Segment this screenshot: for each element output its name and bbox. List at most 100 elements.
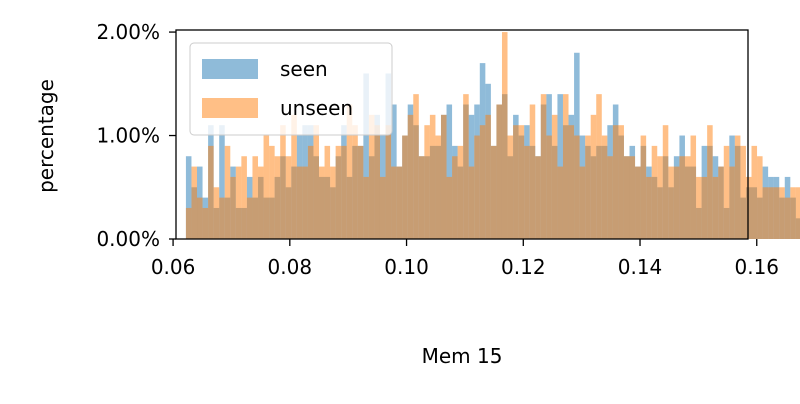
histogram-bar-unseen	[501, 32, 508, 239]
histogram-bar-unseen	[790, 187, 796, 239]
histogram-bar-unseen	[546, 135, 552, 239]
histogram-bar-unseen	[757, 156, 763, 239]
histogram-bar-unseen	[258, 166, 264, 239]
histogram-bar-unseen	[618, 125, 624, 239]
histogram-bar-unseen	[335, 145, 342, 239]
histogram-bar-unseen	[479, 125, 486, 239]
histogram-bar-unseen	[485, 114, 491, 239]
histogram-bar-unseen	[562, 94, 569, 240]
histogram-bar-unseen	[435, 135, 441, 239]
histogram-bar-unseen	[684, 156, 691, 239]
histogram-bar-unseen	[579, 166, 586, 239]
histogram-bar-unseen	[585, 135, 591, 239]
histogram-bar-unseen	[651, 145, 658, 239]
histogram-bar-unseen	[197, 197, 203, 239]
histogram-bar-unseen	[407, 114, 414, 239]
histogram-bar-unseen	[518, 125, 525, 239]
histogram-bar-unseen	[391, 166, 397, 239]
histogram-bar-unseen	[490, 145, 497, 239]
histogram-bar-unseen	[457, 145, 464, 239]
histogram-bar-unseen	[734, 135, 741, 239]
histogram-bar-unseen	[341, 145, 347, 239]
histogram-bar-unseen	[241, 156, 247, 239]
histogram-bar-unseen	[496, 104, 502, 239]
histogram-bar-unseen	[601, 135, 608, 239]
histogram-bar-unseen	[696, 176, 702, 239]
histogram-bar-unseen	[313, 125, 319, 239]
histogram-bar-unseen	[751, 145, 758, 239]
histogram-bar-unseen	[707, 125, 713, 239]
histogram-bar-unseen	[379, 176, 386, 239]
histogram-bar-unseen	[646, 176, 652, 239]
histogram-bar-unseen	[718, 166, 724, 239]
histogram-bar-unseen	[596, 94, 602, 240]
legend-swatch-seen	[202, 59, 258, 79]
histogram-bar-unseen	[768, 187, 774, 239]
histogram-bar-unseen	[346, 104, 353, 239]
histogram-bar-unseen	[402, 135, 408, 239]
histogram-bar-unseen	[623, 156, 630, 239]
histogram-bar-unseen	[568, 125, 575, 239]
histogram-bar-unseen	[590, 114, 597, 239]
histogram-bar-unseen	[795, 187, 800, 239]
histogram-bar-unseen	[269, 145, 275, 239]
histogram-bar-unseen	[468, 166, 475, 239]
histogram-bar-unseen	[368, 114, 375, 239]
histogram-bar-seen	[219, 125, 225, 239]
x-tick-label: 0.16	[734, 255, 779, 279]
histogram-bar-unseen	[529, 104, 536, 239]
histogram-bar-unseen	[524, 145, 530, 239]
histogram-bar-unseen	[662, 125, 669, 239]
histogram-bar-unseen	[762, 187, 769, 239]
histogram-bar-unseen	[357, 145, 364, 239]
histogram-bar-unseen	[690, 135, 697, 239]
histogram-bar-unseen	[213, 187, 220, 239]
histogram-bar-unseen	[507, 135, 514, 239]
histogram-bar-unseen	[673, 166, 680, 239]
histogram-bar-unseen	[729, 166, 735, 239]
histogram-bar-unseen	[363, 176, 369, 239]
histogram-bar-unseen	[235, 166, 242, 239]
histogram-bar-unseen	[374, 125, 380, 239]
y-axis: 0.00% 1.00% 2.00%	[96, 20, 176, 251]
histogram-bar-unseen	[740, 145, 746, 239]
histogram-bar-unseen	[230, 176, 236, 239]
histogram-bar-unseen	[302, 166, 308, 239]
histogram-bar-unseen	[319, 166, 325, 239]
histogram-bar-unseen	[424, 125, 430, 239]
x-tick-label: 0.12	[501, 255, 546, 279]
histogram-bar-unseen	[773, 187, 780, 239]
histogram-bar-unseen	[513, 125, 519, 239]
histogram-bar-unseen	[324, 145, 331, 239]
legend: seen unseen	[189, 42, 393, 136]
histogram-bar-unseen	[635, 166, 641, 239]
histogram-bar-unseen	[712, 176, 719, 239]
histogram-bar-unseen	[551, 114, 558, 239]
x-tick-label: 0.14	[618, 255, 663, 279]
histogram-bar-unseen	[263, 135, 270, 239]
y-axis-label: percentage	[34, 79, 58, 193]
histogram-bar-unseen	[574, 135, 580, 239]
histogram-bar-unseen	[668, 166, 674, 239]
histogram-bar-unseen	[280, 125, 286, 239]
histogram-bar-unseen	[418, 156, 425, 239]
y-tick-label: 1.00%	[96, 124, 160, 148]
histogram-bar-seen	[185, 156, 192, 239]
histogram-bar-unseen	[352, 125, 358, 239]
legend-label-seen: seen	[280, 57, 328, 81]
histogram-bar-unseen	[396, 166, 403, 239]
histogram-bar-seen	[363, 73, 369, 240]
histogram-bar-unseen	[745, 176, 752, 239]
histogram-bar-unseen	[440, 114, 447, 239]
histogram-bar-unseen	[612, 125, 619, 239]
histogram-bar-unseen	[607, 156, 613, 239]
x-tick-label: 0.10	[384, 255, 429, 279]
histogram-bar-unseen	[330, 166, 336, 239]
histogram-bar-unseen	[679, 156, 685, 239]
histogram-bar-unseen	[246, 197, 253, 239]
histogram-bar-seen	[446, 104, 453, 239]
histogram-bar-unseen	[540, 94, 547, 240]
histogram-bar-unseen	[307, 145, 314, 239]
y-tick-label: 0.00%	[96, 227, 160, 251]
